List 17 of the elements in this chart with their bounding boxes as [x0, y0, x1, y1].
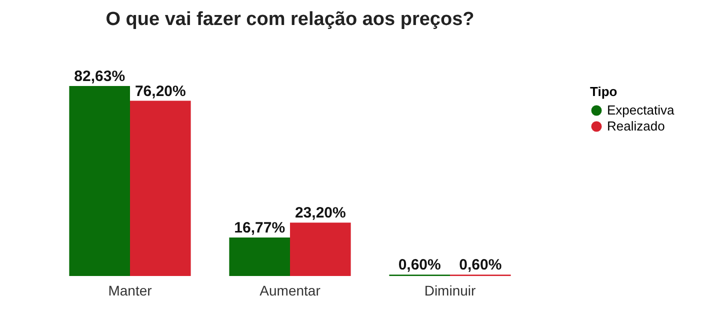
data-label: 82,63% [74, 68, 126, 85]
x-tick-label: Diminuir [424, 282, 476, 298]
bar [229, 237, 290, 276]
data-label: 0,60% [398, 256, 441, 274]
bar [69, 86, 130, 276]
bar [290, 222, 351, 276]
x-tick-label: Manter [108, 282, 152, 298]
data-label: 23,20% [294, 204, 346, 222]
legend-title: Tipo [590, 84, 618, 99]
data-label: 0,60% [459, 256, 502, 274]
data-label: 16,77% [234, 219, 286, 236]
data-label: 76,20% [134, 82, 186, 100]
bar [130, 100, 191, 276]
chart-title: O que vai fazer com relação aos preços? [106, 9, 474, 30]
legend-label: Expectativa [607, 102, 675, 118]
x-tick-label: Aumentar [260, 282, 321, 298]
legend-label: Realizado [607, 118, 665, 134]
